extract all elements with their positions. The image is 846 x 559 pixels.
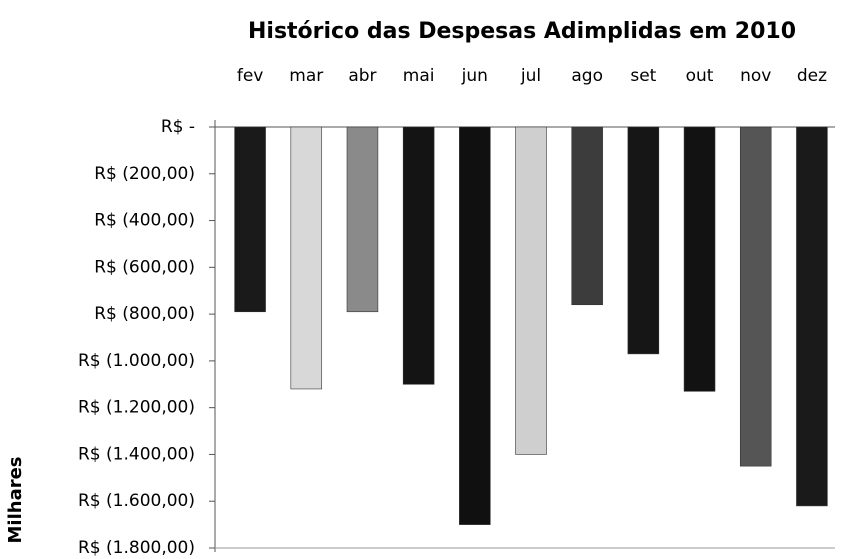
bar bbox=[627, 126, 660, 355]
y-tick-label: R$ (200,00) bbox=[94, 164, 195, 184]
bar bbox=[739, 126, 772, 467]
y-tick-label: R$ (1.600,00) bbox=[78, 491, 195, 511]
y-tick-label: R$ (1.000,00) bbox=[78, 351, 195, 371]
y-tick-label: R$ (1.800,00) bbox=[78, 538, 195, 558]
bar bbox=[515, 126, 547, 455]
bar bbox=[234, 126, 266, 313]
bar bbox=[683, 126, 716, 392]
x-tick-label: mai bbox=[403, 66, 435, 86]
y-axis-title: Milhares bbox=[5, 456, 26, 543]
x-tick-label: set bbox=[630, 66, 656, 86]
x-tick-label: jul bbox=[520, 66, 541, 86]
bar bbox=[796, 126, 828, 507]
bar bbox=[290, 126, 323, 390]
bar bbox=[346, 126, 379, 313]
bar bbox=[402, 126, 435, 385]
x-tick-label: mar bbox=[289, 66, 323, 86]
y-tick-label: R$ (600,00) bbox=[94, 257, 195, 277]
x-tick-label: nov bbox=[740, 66, 771, 86]
y-tick-label: R$ (1.200,00) bbox=[78, 398, 195, 418]
chart-title: Histórico das Despesas Adimplidas em 201… bbox=[248, 19, 796, 44]
x-tick-label: out bbox=[686, 66, 714, 86]
x-tick-label: fev bbox=[237, 66, 264, 86]
y-tick-label: R$ - bbox=[161, 117, 195, 137]
x-tick-label: abr bbox=[348, 66, 376, 86]
x-tick-label: jun bbox=[461, 66, 488, 86]
x-tick-label: ago bbox=[571, 66, 603, 86]
y-tick-label: R$ (1.400,00) bbox=[78, 444, 195, 464]
y-tick-label: R$ (800,00) bbox=[94, 304, 195, 324]
y-tick-label: R$ (400,00) bbox=[94, 211, 195, 231]
bar bbox=[459, 126, 491, 525]
bar bbox=[571, 126, 603, 306]
x-tick-label: dez bbox=[797, 66, 827, 86]
